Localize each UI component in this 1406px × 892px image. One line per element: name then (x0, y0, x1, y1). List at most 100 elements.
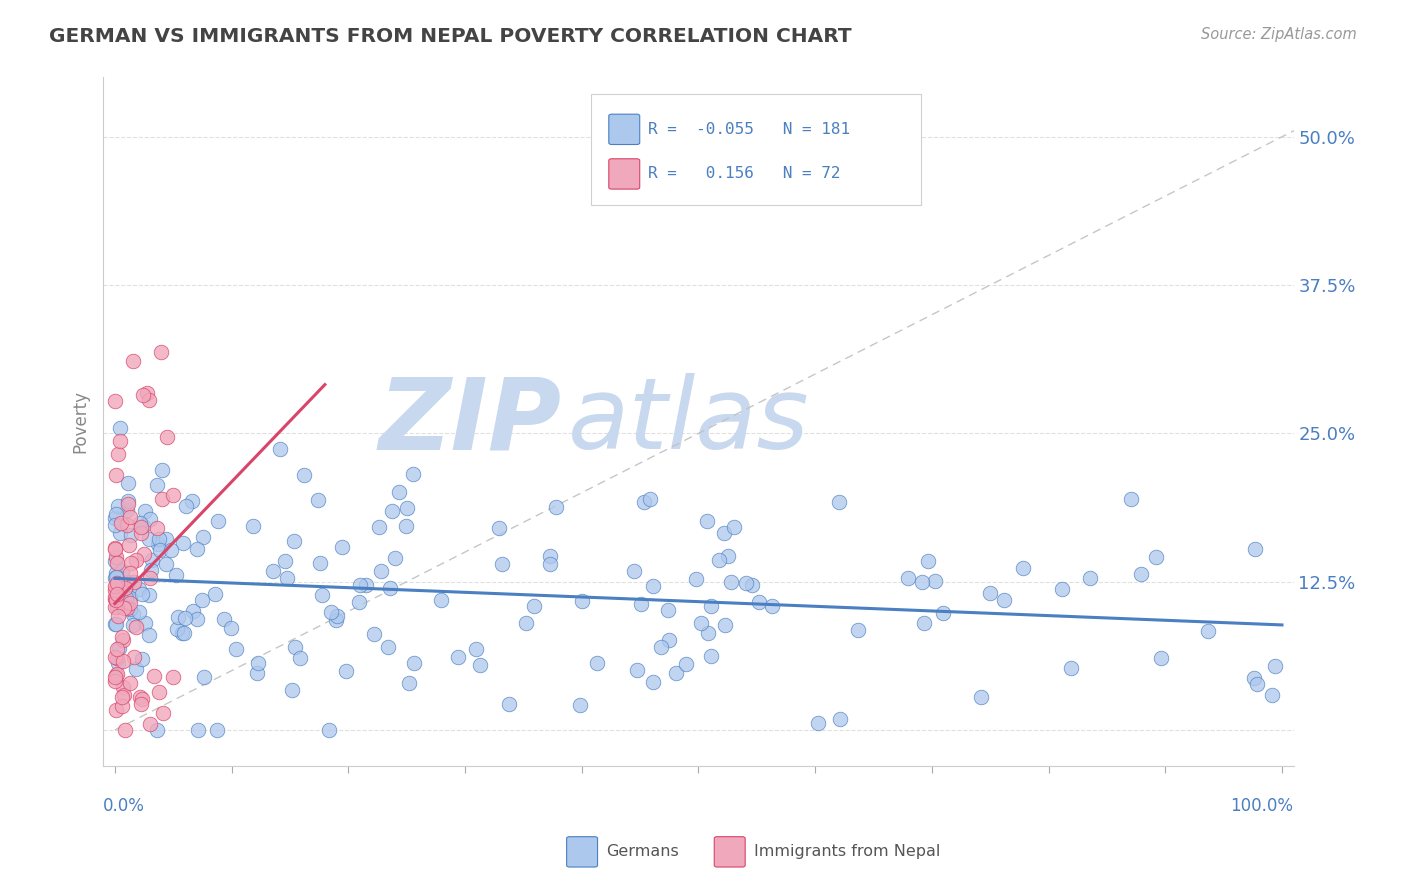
Point (187, 723, 209, 737)
Point (848, 623, 870, 637)
Point (104, 554, 127, 568)
Point (349, 578, 371, 592)
Point (111, 564, 134, 578)
Point (292, 467, 315, 482)
Point (174, 611, 197, 625)
Point (108, 582, 131, 597)
Point (104, 592, 127, 607)
Point (108, 420, 131, 434)
Point (402, 656, 425, 670)
Point (186, 612, 208, 626)
Point (148, 533, 170, 547)
Point (395, 519, 418, 533)
Point (120, 528, 142, 542)
Point (104, 673, 127, 688)
Point (515, 615, 537, 630)
Point (121, 607, 143, 621)
Point (118, 591, 141, 605)
Point (538, 558, 561, 572)
Point (149, 344, 172, 359)
Point (112, 688, 135, 702)
Point (117, 475, 139, 490)
Point (970, 690, 993, 705)
Point (546, 500, 568, 514)
Text: ZIP: ZIP (378, 373, 561, 470)
Point (761, 599, 783, 613)
Point (111, 699, 134, 714)
Point (709, 553, 731, 567)
Point (138, 628, 160, 642)
Point (155, 558, 177, 572)
Point (105, 566, 128, 580)
Point (380, 503, 402, 517)
Point (131, 692, 153, 706)
Point (112, 600, 135, 615)
Point (465, 641, 488, 656)
Point (139, 571, 162, 585)
Point (180, 493, 202, 508)
Point (276, 571, 298, 585)
Point (1243, 542, 1265, 557)
Point (1012, 560, 1035, 574)
Text: GERMAN VS IMMIGRANTS FROM NEPAL POVERTY CORRELATION CHART: GERMAN VS IMMIGRANTS FROM NEPAL POVERTY … (49, 27, 852, 45)
Point (104, 541, 127, 555)
Point (717, 549, 740, 564)
Point (117, 502, 139, 516)
Text: R =   0.156   N = 72: R = 0.156 N = 72 (648, 167, 841, 181)
Point (118, 675, 141, 690)
Point (105, 556, 128, 570)
Point (139, 563, 162, 577)
Point (104, 599, 127, 614)
Point (1261, 688, 1284, 702)
Point (447, 649, 470, 664)
Point (713, 525, 735, 540)
Point (117, 494, 139, 508)
Text: R =  -0.055   N = 181: R = -0.055 N = 181 (648, 122, 851, 136)
Point (741, 578, 763, 592)
Point (155, 532, 177, 546)
Point (134, 504, 156, 518)
Point (105, 570, 128, 584)
Point (150, 463, 173, 477)
Point (326, 608, 349, 623)
Point (246, 665, 269, 680)
Point (190, 592, 212, 607)
Point (523, 599, 546, 614)
Point (139, 717, 162, 731)
Point (111, 631, 134, 645)
Point (380, 581, 402, 595)
Point (152, 706, 174, 720)
Point (696, 626, 718, 640)
Point (138, 588, 160, 602)
Point (1050, 582, 1073, 597)
Point (117, 497, 139, 511)
Point (121, 617, 143, 632)
Point (1130, 566, 1153, 581)
Point (641, 579, 664, 593)
Point (207, 514, 229, 528)
Point (193, 670, 215, 684)
Point (281, 683, 304, 698)
Point (122, 649, 145, 664)
Point (105, 600, 128, 615)
Point (115, 600, 138, 615)
Point (748, 595, 770, 609)
Point (665, 666, 688, 681)
Point (138, 393, 160, 408)
Point (104, 649, 127, 664)
Point (623, 564, 645, 578)
Point (148, 685, 170, 699)
Point (181, 604, 204, 618)
Point (104, 617, 127, 632)
Point (129, 690, 152, 704)
Point (131, 587, 153, 601)
Point (104, 508, 127, 522)
Point (170, 626, 193, 640)
Point (311, 588, 333, 602)
Point (114, 581, 136, 595)
Point (174, 500, 197, 514)
Point (105, 617, 128, 632)
Point (330, 540, 353, 554)
Point (979, 586, 1001, 600)
Point (247, 657, 270, 671)
